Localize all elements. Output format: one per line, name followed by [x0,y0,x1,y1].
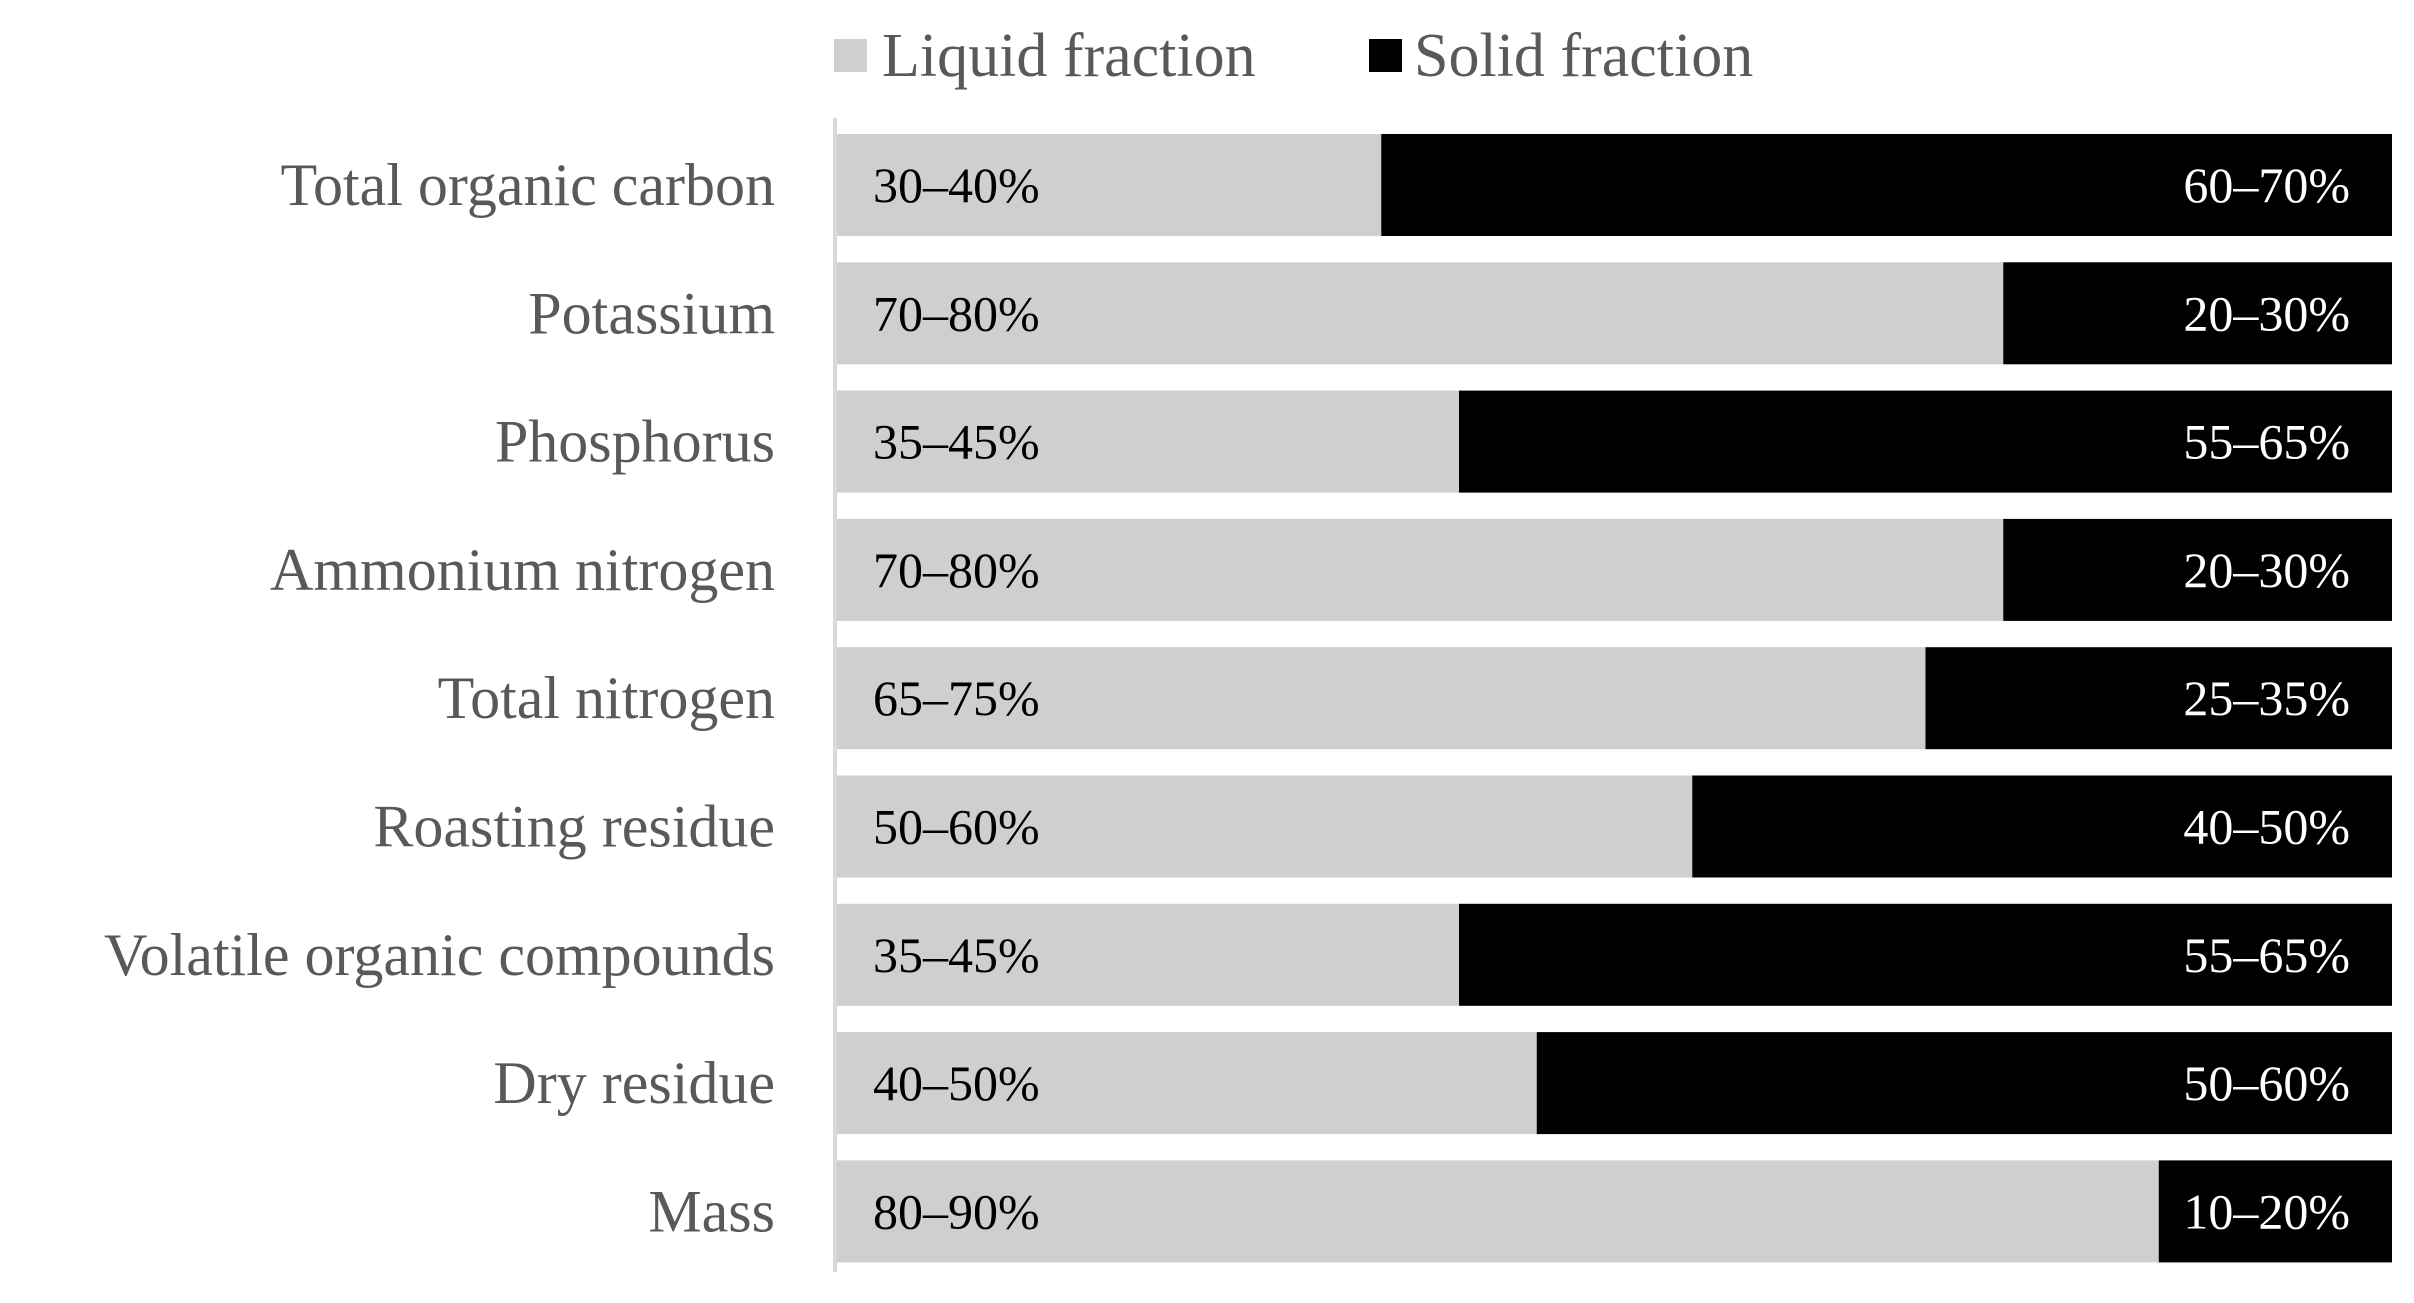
category-label: Mass [648,1178,775,1244]
legend-label: Liquid fraction [882,22,1256,90]
data-label-liquid: 70–80% [873,542,1040,598]
legend-swatch [834,39,867,72]
bar-liquid-fraction [837,518,2004,621]
bar-liquid-fraction [837,1032,1537,1135]
category-label: Roasting residue [373,794,775,860]
bar-solid-fraction [2003,518,2392,621]
category-label: Volatile organic compounds [104,922,775,988]
data-label-solid: 55–65% [2183,927,2350,983]
legend-label: Solid fraction [1414,22,1753,90]
category-label: Ammonium nitrogen [270,537,775,603]
bar-solid-fraction [1381,134,2392,236]
category-label: Phosphorus [495,409,775,475]
bar-liquid-fraction [837,647,1926,750]
bars: 30–40% 60–70% 70–80% 20–30% 35–45% 55–65% 70–8… [837,134,2392,1263]
bar-solid-fraction [2158,1160,2392,1263]
category-label: Potassium [528,280,775,346]
bar-solid-fraction [1536,1032,2392,1135]
bar-liquid-fraction [837,134,1382,236]
data-label-liquid: 35–45% [873,927,1040,983]
bar-solid-fraction [1692,775,2392,878]
data-label-solid: 10–20% [2183,1183,2350,1239]
category-labels: Total organic carbon Potassium Phosphorus A… [104,152,775,1244]
legend: Liquid fraction Solid fraction [834,22,1753,90]
data-label-liquid: 40–50% [873,1055,1040,1111]
bar-liquid-fraction [837,390,1459,493]
legend-swatch [1369,39,1402,72]
data-label-liquid: 80–90% [873,1183,1040,1239]
bar-solid-fraction [2003,262,2392,365]
data-label-liquid: 65–75% [873,670,1040,726]
data-label-solid: 20–30% [2183,285,2350,341]
bar-solid-fraction [1925,647,2392,750]
data-label-solid: 25–35% [2183,670,2350,726]
data-label-solid: 55–65% [2183,414,2350,470]
data-label-liquid: 30–40% [873,157,1040,213]
bar-solid-fraction [1459,390,2392,493]
category-label: Total nitrogen [438,665,775,731]
data-label-solid: 60–70% [2183,157,2350,213]
data-label-liquid: 70–80% [873,285,1040,341]
bar-solid-fraction [1459,903,2392,1006]
category-label: Total organic carbon [280,152,775,218]
bar-liquid-fraction [837,262,2004,365]
data-label-solid: 50–60% [2183,1055,2350,1111]
bar-liquid-fraction [837,775,1693,878]
data-label-solid: 20–30% [2183,542,2350,598]
data-label-liquid: 50–60% [873,799,1040,855]
data-label-solid: 40–50% [2183,799,2350,855]
data-label-liquid: 35–45% [873,414,1040,470]
category-label: Dry residue [493,1050,775,1116]
bar-liquid-fraction [837,903,1459,1006]
bar-liquid-fraction [837,1160,2159,1263]
